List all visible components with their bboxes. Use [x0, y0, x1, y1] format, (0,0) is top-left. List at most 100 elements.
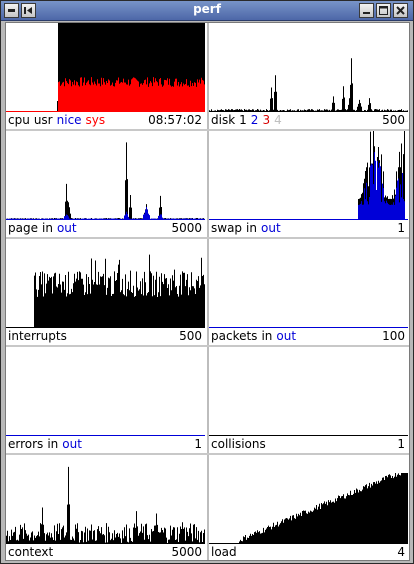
graph-baseline — [209, 111, 408, 112]
label-in: in — [41, 221, 53, 235]
graph-baseline — [209, 543, 408, 544]
swap-out-area — [209, 152, 408, 219]
collisions-label: collisions 1 — [211, 437, 405, 451]
cpu-label: cpu usr nice sys 08:57:02 — [8, 113, 202, 127]
disk-value: 500 — [382, 113, 405, 127]
page-label: page in out 5000 — [8, 221, 202, 235]
graph-baseline — [6, 327, 205, 328]
label-interrupts: interrupts — [8, 329, 67, 343]
graph-baseline — [209, 327, 408, 328]
collisions-graph — [209, 347, 408, 435]
disk-graph — [209, 58, 408, 111]
load-area — [209, 473, 408, 543]
graph-baseline — [6, 435, 205, 436]
errors-value: 1 — [194, 437, 202, 451]
graph-baseline — [6, 111, 205, 112]
label-load: load — [211, 545, 237, 559]
label-in: in — [246, 221, 257, 235]
label-context: context — [8, 545, 54, 559]
row-divider — [6, 237, 409, 239]
context-panel: context 5000 — [6, 455, 205, 561]
maximize-icon — [379, 6, 388, 15]
context-area — [6, 466, 205, 543]
label-out: out — [276, 329, 297, 343]
errors-panel: errors in out 1 — [6, 347, 205, 453]
swap-graph — [209, 131, 408, 219]
page-graph — [6, 142, 205, 219]
label-errors: errors — [8, 437, 44, 451]
label-usr: usr — [33, 113, 53, 127]
cpu-sys-area — [6, 77, 205, 111]
packets-label: packets in out 100 — [211, 329, 405, 343]
disk-area — [209, 58, 408, 111]
collisions-panel: collisions 1 — [209, 347, 408, 453]
packets-graph — [209, 239, 408, 327]
interrupts-graph — [6, 254, 205, 327]
label-disk-3: 3 — [262, 113, 271, 127]
graph-baseline — [209, 219, 408, 220]
context-graph — [6, 466, 205, 543]
load-value: 4 — [397, 545, 405, 559]
interrupts-label: interrupts 500 — [8, 329, 202, 343]
window-menu-button[interactable] — [4, 3, 19, 18]
load-graph — [209, 473, 408, 543]
label-page: page — [8, 221, 38, 235]
swap-label: swap in out 1 — [211, 221, 405, 235]
cpu-panel: cpu usr nice sys 08:57:02 — [6, 23, 205, 129]
label-disk-2: 2 — [250, 113, 259, 127]
window-title: perf — [193, 2, 221, 16]
title-bar[interactable]: perf — [1, 1, 413, 21]
load-label: load 4 — [211, 545, 405, 559]
interrupts-panel: interrupts 500 — [6, 239, 205, 345]
close-button[interactable] — [393, 3, 408, 18]
graph-baseline — [209, 435, 408, 436]
label-out: out — [56, 221, 77, 235]
label-disk-1: 1 — [239, 113, 247, 127]
label-nice: nice — [56, 113, 82, 127]
errors-label: errors in out 1 — [8, 437, 202, 451]
pin-icon — [24, 7, 32, 14]
label-disk: disk — [211, 113, 236, 127]
graph-baseline — [6, 543, 205, 544]
maximize-button[interactable] — [376, 3, 391, 18]
context-value: 5000 — [171, 545, 202, 559]
disk-label: disk 1 2 3 4 500 — [211, 113, 405, 127]
label-disk-4: 4 — [274, 113, 282, 127]
label-in: in — [47, 437, 59, 451]
close-icon — [396, 6, 405, 15]
label-out: out — [62, 437, 82, 451]
context-label: context 5000 — [8, 545, 202, 559]
perf-content: cpu usr nice sys 08:57:02 disk 1 2 3 4 500 page… — [5, 22, 410, 561]
minimize-button[interactable] — [359, 3, 374, 18]
swap-panel: swap in out 1 — [209, 131, 408, 237]
row-divider — [6, 129, 409, 131]
interrupts-value: 500 — [179, 329, 202, 343]
minimize-icon — [363, 12, 370, 14]
collisions-value: 1 — [397, 437, 405, 451]
packets-panel: packets in out 100 — [209, 239, 408, 345]
swap-value: 1 — [397, 221, 405, 235]
window-menu-icon — [8, 9, 15, 12]
label-collisions: collisions — [211, 437, 266, 451]
page-value: 5000 — [171, 221, 202, 235]
label-out: out — [261, 221, 281, 235]
errors-graph — [6, 347, 205, 435]
packets-value: 100 — [382, 329, 405, 343]
label-swap: swap — [211, 221, 243, 235]
column-divider — [207, 23, 209, 560]
page-panel: page in out 5000 — [6, 131, 205, 237]
interrupts-area — [6, 254, 205, 327]
cpu-graph — [6, 23, 205, 111]
row-divider — [6, 345, 409, 347]
pin-button[interactable] — [21, 3, 36, 18]
label-cpu: cpu — [8, 113, 30, 127]
load-panel: load 4 — [209, 455, 408, 561]
label-packets: packets — [211, 329, 258, 343]
page-out-area — [6, 207, 205, 219]
cpu-value: 08:57:02 — [148, 113, 202, 127]
label-sys: sys — [85, 113, 106, 127]
page-in-area — [6, 142, 205, 219]
label-in: in — [261, 329, 273, 343]
graph-baseline — [6, 219, 205, 220]
